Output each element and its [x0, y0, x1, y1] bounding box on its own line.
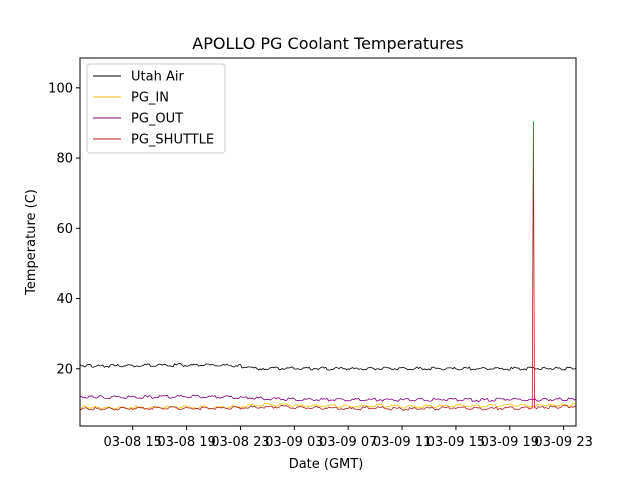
x-tick-label: 03-08 15 — [104, 435, 162, 450]
chart-title: APOLLO PG Coolant Temperatures — [192, 34, 463, 53]
series-line-pg-out — [80, 394, 576, 402]
y-tick-label: 80 — [56, 152, 73, 167]
axes-frame — [79, 57, 577, 427]
x-tick-label: 03-09 11 — [373, 435, 431, 450]
legend-label: Utah Air — [131, 70, 184, 85]
y-tick-label: 60 — [56, 222, 73, 237]
x-tick-label: 03-08 23 — [211, 435, 269, 450]
x-tick-label: 03-08 19 — [157, 435, 215, 450]
plot-area — [80, 121, 576, 411]
series-line-pg-in — [80, 402, 576, 410]
legend-label: PG_OUT — [131, 112, 183, 127]
legend: Utah Air PG_IN PG_OUT PG_SHUTTLE — [86, 63, 226, 154]
x-tick-label: 03-09 07 — [319, 435, 377, 450]
x-tick-label: 03-09 19 — [481, 435, 539, 450]
x-tick-label: 03-09 15 — [427, 435, 485, 450]
y-tick-label: 40 — [56, 292, 73, 307]
x-tick-label: 03-09 23 — [534, 435, 592, 450]
series-line-utah-air — [80, 363, 576, 371]
y-axis: 20 40 60 80 100 — [48, 81, 80, 377]
x-axis-label: Date (GMT) — [289, 457, 364, 472]
x-tick-label: 03-09 03 — [265, 435, 323, 450]
y-tick-label: 100 — [48, 81, 73, 96]
legend-box — [86, 63, 226, 154]
y-tick-label: 20 — [56, 362, 73, 377]
legend-label: PG_IN — [131, 91, 169, 106]
y-axis-label: Temperature (C) — [24, 189, 39, 296]
legend-label: PG_SHUTTLE — [131, 133, 214, 148]
series-line-pg-shuttle — [80, 121, 576, 411]
